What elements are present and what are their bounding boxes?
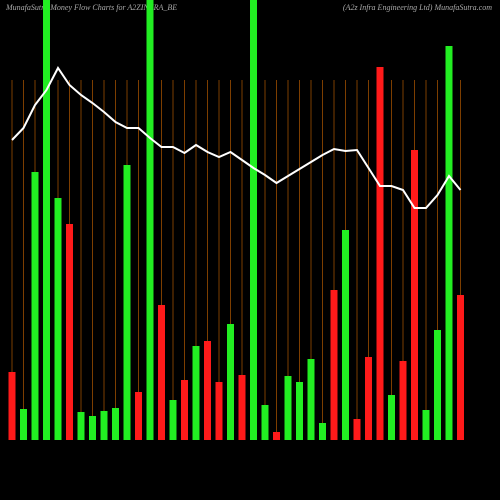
bar — [353, 419, 361, 440]
bar — [238, 375, 246, 440]
bar — [250, 0, 257, 440]
bar — [227, 324, 234, 440]
bar — [422, 410, 430, 440]
chart-title: MunafaSutra Money Flow Charts for A2ZINF… — [5, 3, 177, 12]
bar — [20, 409, 27, 440]
bar — [411, 150, 418, 440]
bar — [146, 0, 154, 440]
chart-subtitle: (A2z Infra Engineering Ltd) MunafaSutra.… — [343, 3, 492, 12]
bar — [123, 165, 131, 440]
bar — [77, 412, 85, 440]
bar — [445, 46, 453, 440]
bar — [261, 405, 269, 440]
bar — [43, 0, 50, 440]
bar — [192, 346, 200, 440]
bar — [434, 330, 441, 440]
bar — [8, 372, 16, 440]
bar — [169, 400, 177, 440]
bar — [100, 411, 108, 440]
bar — [307, 359, 315, 440]
bar — [66, 224, 73, 440]
bar — [365, 357, 372, 440]
bar — [342, 230, 349, 440]
bar — [204, 341, 211, 440]
bar — [284, 376, 292, 440]
bar — [31, 172, 39, 440]
bar — [89, 416, 96, 440]
bar — [181, 380, 188, 440]
bar — [135, 392, 142, 440]
bar — [215, 382, 223, 440]
bar — [376, 67, 384, 440]
bar — [296, 382, 303, 440]
bar — [319, 423, 326, 440]
bar — [399, 361, 407, 440]
bar — [158, 305, 165, 440]
bar — [330, 290, 338, 440]
bar — [388, 395, 395, 440]
bar — [112, 408, 119, 440]
money-flow-line — [11, 66, 462, 209]
bar — [457, 295, 464, 440]
bar — [273, 432, 280, 440]
bar — [54, 198, 62, 440]
